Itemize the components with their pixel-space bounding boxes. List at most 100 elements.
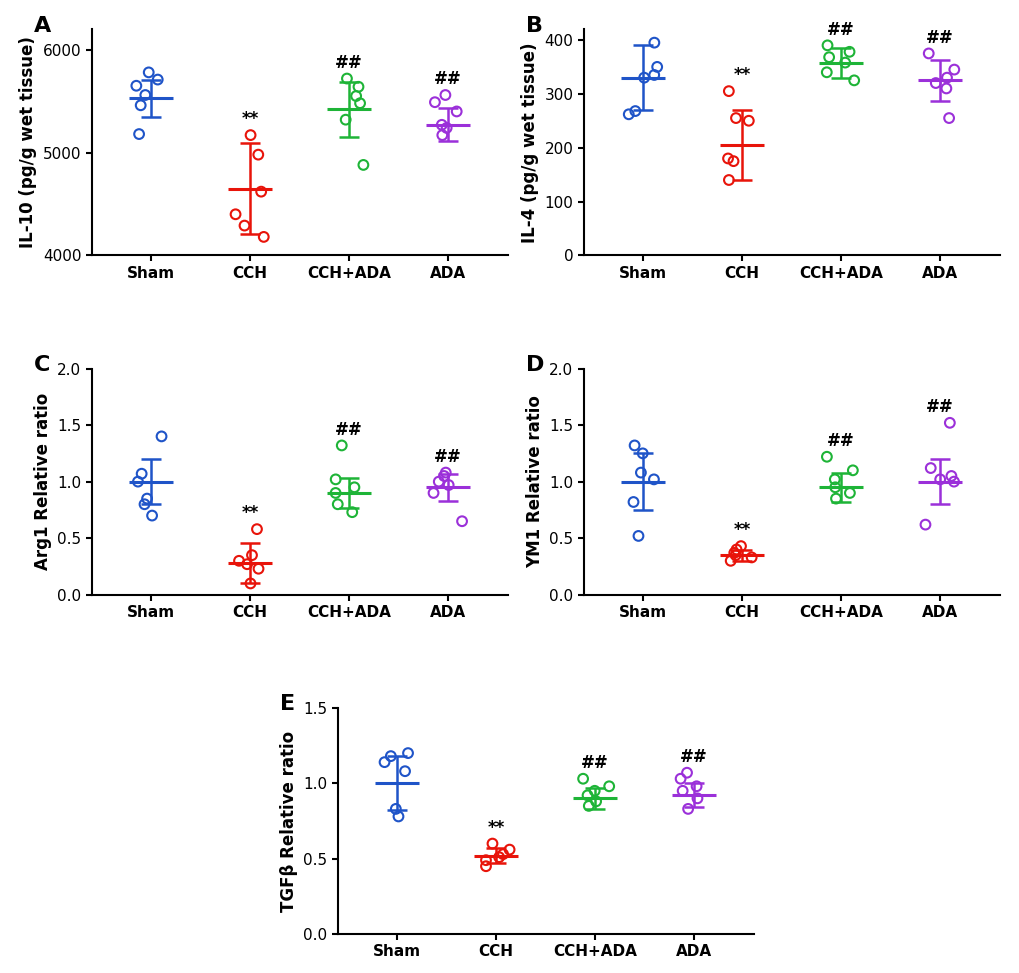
Point <box>937 70 954 86</box>
Point <box>645 67 661 83</box>
Point <box>490 849 506 865</box>
Point <box>945 474 961 489</box>
Point <box>141 64 157 80</box>
Point <box>355 157 371 173</box>
Point <box>931 472 948 487</box>
Point <box>916 517 932 532</box>
Point <box>440 477 457 492</box>
Text: ##: ## <box>826 432 854 450</box>
Text: D: D <box>525 355 543 375</box>
Point <box>128 78 145 93</box>
Point <box>426 94 442 110</box>
Point <box>674 783 690 799</box>
Point <box>575 771 591 786</box>
Point <box>438 120 454 135</box>
Point <box>672 771 688 786</box>
Point <box>728 110 744 126</box>
Point <box>689 790 705 806</box>
Point <box>425 486 441 501</box>
Point <box>501 842 518 857</box>
Point <box>153 429 169 445</box>
Point <box>820 50 837 65</box>
Y-axis label: IL-10 (pg/g wet tissue): IL-10 (pg/g wet tissue) <box>19 36 37 248</box>
Point <box>841 44 857 59</box>
Point <box>144 508 160 523</box>
Point <box>726 545 742 560</box>
Point <box>645 472 661 487</box>
Point <box>387 801 404 816</box>
Point <box>244 548 260 563</box>
Point <box>679 765 695 780</box>
Point <box>434 127 450 143</box>
Point <box>818 449 835 464</box>
Point <box>587 794 603 810</box>
Point <box>137 88 153 103</box>
Point <box>347 89 364 104</box>
Point <box>818 38 835 54</box>
Text: **: ** <box>487 819 504 837</box>
Point <box>600 778 616 794</box>
Text: **: ** <box>733 522 750 539</box>
Point <box>940 110 956 126</box>
Point <box>484 836 500 851</box>
Point <box>256 229 272 244</box>
Text: **: ** <box>733 66 750 85</box>
Point <box>688 778 704 794</box>
Point <box>680 801 696 816</box>
Point <box>243 576 259 592</box>
Point <box>632 465 648 481</box>
Text: ##: ## <box>581 754 608 772</box>
Point <box>727 548 743 563</box>
Point <box>826 480 843 495</box>
Point <box>740 113 756 128</box>
Point <box>390 809 407 824</box>
Point <box>844 462 860 478</box>
Point <box>626 438 642 453</box>
Point <box>396 764 413 779</box>
Point <box>630 528 646 544</box>
Point <box>327 486 343 501</box>
Text: E: E <box>279 695 294 714</box>
Point <box>350 79 366 94</box>
Point <box>477 858 493 874</box>
Y-axis label: YM1 Relative ratio: YM1 Relative ratio <box>525 395 543 568</box>
Point <box>249 522 265 537</box>
Point <box>946 62 962 78</box>
Y-axis label: IL-4 (pg/g wet tissue): IL-4 (pg/g wet tissue) <box>521 42 538 242</box>
Point <box>494 847 511 862</box>
Point <box>634 446 650 461</box>
Point <box>837 54 853 70</box>
Point <box>236 218 253 234</box>
Y-axis label: TGFβ Relative ratio: TGFβ Relative ratio <box>279 731 298 912</box>
Point <box>238 557 255 572</box>
Point <box>435 468 451 484</box>
Point <box>133 466 150 482</box>
Point <box>343 504 360 520</box>
Text: ##: ## <box>680 748 707 766</box>
Point <box>430 474 446 489</box>
Text: ##: ## <box>925 398 953 416</box>
Point <box>227 206 244 222</box>
Point <box>719 151 736 166</box>
Point <box>620 106 636 122</box>
Point <box>941 415 957 431</box>
Point <box>437 88 453 103</box>
Point <box>845 73 861 89</box>
Point <box>937 81 954 96</box>
Point <box>338 71 355 87</box>
Point <box>841 486 857 501</box>
Point <box>921 460 937 476</box>
Text: ##: ## <box>434 448 462 466</box>
Point <box>728 542 744 558</box>
Text: B: B <box>525 16 542 36</box>
Point <box>399 745 416 761</box>
Text: A: A <box>34 16 51 36</box>
Point <box>448 104 465 120</box>
Text: ##: ## <box>826 20 854 39</box>
Point <box>433 117 449 132</box>
Point <box>139 490 155 506</box>
Point <box>943 468 959 484</box>
Text: **: ** <box>242 110 259 128</box>
Text: C: C <box>34 355 50 375</box>
Point <box>743 550 759 565</box>
